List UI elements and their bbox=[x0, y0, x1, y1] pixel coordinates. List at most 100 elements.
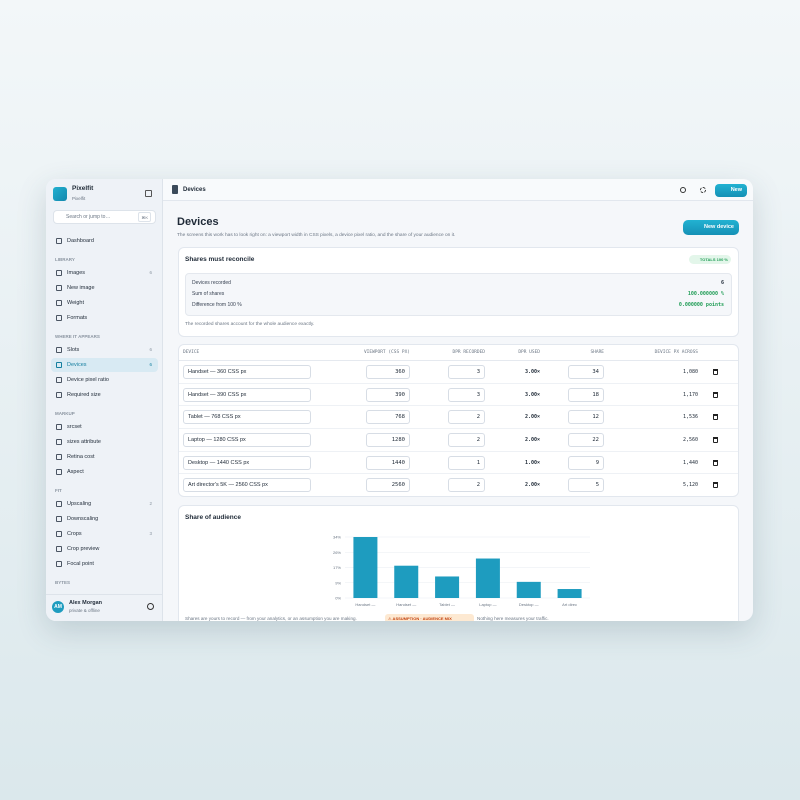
input[interactable] bbox=[366, 433, 410, 447]
input[interactable] bbox=[183, 410, 311, 424]
cell-input[interactable]: Art director's 5K — 2560 CSS px bbox=[188, 482, 268, 488]
delete-icon[interactable] bbox=[713, 482, 718, 488]
cell-input[interactable]: 22 bbox=[592, 437, 599, 443]
nav-item[interactable]: Images bbox=[67, 270, 86, 276]
x-tick-label: Desktop — bbox=[519, 602, 539, 607]
nav-item[interactable]: Devices bbox=[67, 362, 87, 368]
cell-input[interactable]: 390 bbox=[395, 392, 405, 398]
brand-sub: Pixelfit bbox=[72, 196, 86, 201]
delete-icon[interactable] bbox=[713, 437, 718, 443]
sidebar bbox=[46, 179, 163, 621]
nav-item[interactable]: Crops bbox=[67, 531, 82, 537]
footer-badge-label: ⚠ ASSUMPTION · AUDIENCE MIX bbox=[388, 615, 452, 621]
cell: 3.00× bbox=[524, 369, 540, 375]
nav-item[interactable]: Downscaling bbox=[67, 516, 99, 522]
cell-input[interactable]: Tablet — 768 CSS px bbox=[188, 414, 241, 420]
input[interactable] bbox=[448, 410, 485, 424]
nav-item[interactable]: Aspect bbox=[67, 469, 84, 475]
nav-item[interactable]: sizes attribute bbox=[67, 439, 101, 445]
nav-icon bbox=[56, 501, 62, 507]
input[interactable] bbox=[366, 410, 410, 424]
input[interactable] bbox=[448, 388, 485, 402]
footer-text-2: Nothing here measures your traffic. bbox=[477, 616, 549, 621]
cell-input[interactable]: 2 bbox=[476, 482, 480, 488]
input[interactable] bbox=[183, 365, 311, 379]
theme-icon[interactable] bbox=[147, 603, 154, 610]
cell-input[interactable]: 2 bbox=[476, 414, 480, 420]
cell-input[interactable]: Desktop — 1440 CSS px bbox=[188, 460, 250, 466]
delete-icon[interactable] bbox=[713, 414, 718, 420]
cell-input[interactable]: Handset — 390 CSS px bbox=[188, 392, 247, 398]
cell-input[interactable]: 1 bbox=[476, 460, 480, 466]
delete-icon[interactable] bbox=[713, 369, 718, 375]
nav-item[interactable]: Focal point bbox=[67, 561, 94, 567]
cell-input[interactable]: 18 bbox=[592, 392, 599, 398]
input[interactable] bbox=[568, 388, 604, 402]
input[interactable] bbox=[568, 410, 604, 424]
cell-input[interactable]: 3 bbox=[476, 369, 480, 375]
input[interactable] bbox=[448, 365, 485, 379]
new-device-button[interactable] bbox=[683, 220, 739, 235]
cell-input[interactable]: 1280 bbox=[391, 437, 405, 443]
cell-input[interactable]: Handset — 360 CSS px bbox=[188, 369, 247, 375]
new-button-label[interactable]: New bbox=[730, 187, 742, 193]
input[interactable] bbox=[183, 456, 311, 470]
nav-item[interactable]: Device pixel ratio bbox=[67, 377, 109, 383]
input[interactable] bbox=[448, 433, 485, 447]
row-rule bbox=[179, 383, 738, 384]
cell-input[interactable]: 2 bbox=[476, 437, 480, 443]
nav-item[interactable]: Slots bbox=[67, 347, 80, 353]
shortcut: ⌘K bbox=[138, 212, 151, 222]
x-tick-label: Handset — bbox=[396, 602, 416, 607]
nav-item[interactable]: srcset bbox=[67, 424, 82, 430]
delete-icon[interactable] bbox=[713, 460, 718, 466]
input[interactable] bbox=[568, 478, 604, 492]
nav-item[interactable]: New image bbox=[67, 285, 95, 291]
collapse-icon[interactable] bbox=[145, 190, 152, 197]
nav-icon bbox=[56, 347, 62, 353]
nav-item[interactable]: Formats bbox=[67, 315, 88, 321]
input[interactable] bbox=[366, 478, 410, 492]
input[interactable] bbox=[183, 433, 311, 447]
cell: 3.00× bbox=[524, 392, 540, 398]
input[interactable] bbox=[568, 433, 604, 447]
cell-input[interactable]: 9 bbox=[595, 460, 599, 466]
nav-item[interactable]: Retina cost bbox=[67, 454, 95, 460]
nav-icon bbox=[56, 300, 62, 306]
input[interactable] bbox=[183, 388, 311, 402]
nav-icon bbox=[56, 270, 62, 276]
nav-item[interactable]: Upscaling bbox=[67, 501, 92, 507]
new-button[interactable] bbox=[715, 184, 747, 197]
nav-icon bbox=[56, 238, 62, 244]
bar bbox=[435, 576, 460, 598]
new-device-label[interactable]: New device bbox=[704, 224, 734, 230]
input[interactable] bbox=[366, 365, 410, 379]
cell-input[interactable]: 2560 bbox=[391, 482, 405, 488]
cell-input[interactable]: 12 bbox=[592, 414, 599, 420]
input[interactable] bbox=[366, 456, 410, 470]
reconcile-value: 6 bbox=[720, 280, 724, 286]
input[interactable] bbox=[448, 478, 485, 492]
nav-item[interactable]: Crop preview bbox=[67, 546, 100, 552]
nav-icon bbox=[56, 315, 62, 321]
cell-input[interactable]: 1440 bbox=[391, 460, 405, 466]
search-box[interactable] bbox=[53, 210, 156, 224]
theme-toggle[interactable] bbox=[700, 187, 706, 193]
search-icon[interactable] bbox=[680, 187, 686, 193]
nav-item[interactable]: Dashboard bbox=[67, 238, 94, 244]
delete-icon[interactable] bbox=[713, 392, 718, 398]
input[interactable] bbox=[183, 478, 311, 492]
input[interactable] bbox=[568, 365, 604, 379]
input[interactable] bbox=[568, 456, 604, 470]
nav-item[interactable]: Required size bbox=[67, 392, 101, 398]
input[interactable] bbox=[366, 388, 410, 402]
cell-input[interactable]: 768 bbox=[395, 414, 405, 420]
nav-item[interactable]: Weight bbox=[67, 300, 85, 306]
x-tick-label: Handset — bbox=[355, 602, 375, 607]
input[interactable] bbox=[448, 456, 485, 470]
cell-input[interactable]: 360 bbox=[395, 369, 405, 375]
cell-input[interactable]: Laptop — 1280 CSS px bbox=[188, 437, 246, 443]
cell-input[interactable]: 3 bbox=[476, 392, 480, 398]
cell-input[interactable]: 5 bbox=[595, 482, 599, 488]
cell-input[interactable]: 34 bbox=[592, 369, 599, 375]
